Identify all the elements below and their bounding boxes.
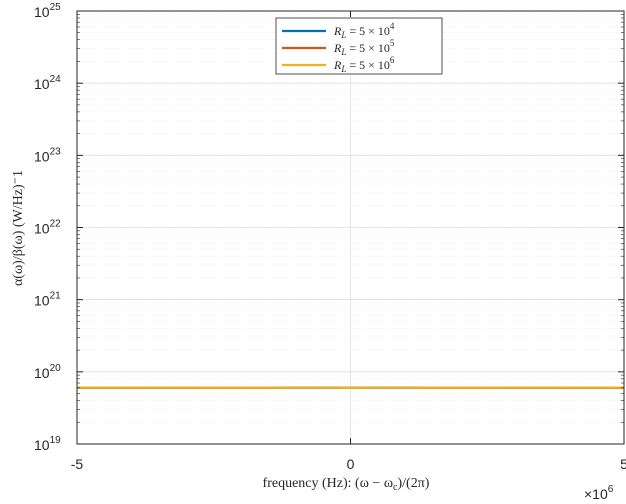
y-axis-label: α(ω)/β(ω) (W/Hz)⁻1 (11, 170, 26, 286)
legend-label-2: RL = 5 × 105 (333, 38, 395, 57)
x-axis-label: frequency (Hz): (ω − ωc)/(2π) (263, 476, 430, 493)
x-multiplier: ×106 (584, 484, 614, 502)
y-tick-label: 1022 (34, 219, 61, 237)
legend-label-1: RL = 5 × 104 (333, 21, 395, 40)
y-tick-label: 1025 (34, 2, 61, 20)
y-tick-label: 1024 (34, 74, 61, 92)
x-tick-label: 5 (620, 456, 626, 472)
y-tick-labels: 1019 1020 1021 1022 1023 1024 1025 (34, 2, 61, 453)
y-tick-label: 1023 (34, 146, 61, 164)
y-tick-label: 1020 (34, 363, 61, 381)
x-tick-labels: -5 0 5 (71, 456, 626, 472)
axis-ticks (76, 10, 625, 445)
x-tick-label: -5 (71, 456, 84, 472)
x-tick-label: 0 (347, 456, 355, 472)
y-tick-label: 1019 (34, 435, 61, 453)
legend-label-3: RL = 5 × 106 (333, 55, 395, 74)
y-tick-label: 1021 (34, 291, 61, 309)
